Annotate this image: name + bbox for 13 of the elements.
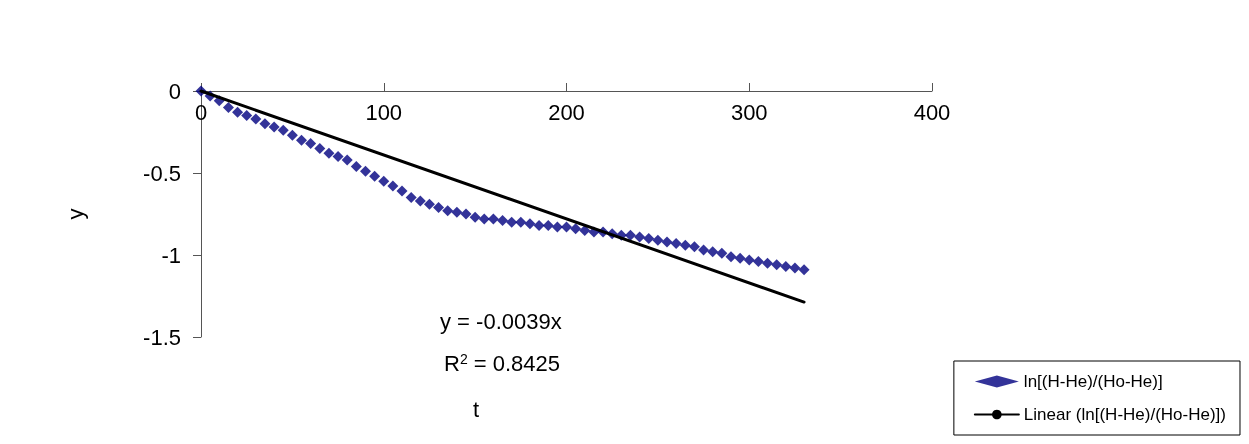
x-tick-label: 100 — [365, 99, 403, 125]
x-axis-title: t — [473, 396, 480, 422]
y-tick-label: 0 — [168, 78, 181, 104]
x-tick-label: 300 — [730, 99, 768, 125]
y-tick-label: -1.5 — [143, 324, 181, 350]
x-tick-label: 400 — [913, 99, 951, 125]
x-tick-label: 200 — [548, 99, 585, 125]
legend-label: Linear (ln[(H-He)/(Ho-He)]) — [1023, 405, 1226, 424]
legend-label: ln[(H-He)/(Ho-He)] — [1023, 372, 1163, 391]
y-tick-label: -1 — [161, 242, 181, 268]
y-axis-title: y — [62, 208, 88, 220]
annotation: y = -0.0039x — [440, 308, 562, 334]
y-tick-label: -0.5 — [143, 160, 181, 186]
